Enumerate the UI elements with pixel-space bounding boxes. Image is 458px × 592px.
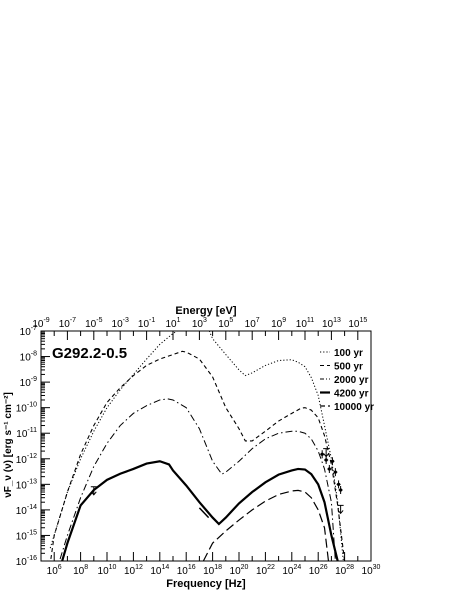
- y-tick-label: 10-9: [20, 376, 37, 389]
- x-tick-label: 1016: [177, 564, 196, 577]
- top-tick-label: 109: [271, 317, 286, 330]
- series-line-2: [59, 398, 336, 561]
- top-axis: 10-9 10-7 10-5 10-3 10-1 101 103 105 107 109 1011 1…: [32, 317, 372, 340]
- top-tick-label: 1013: [322, 317, 341, 330]
- y-axis-label: νF_ν (ν) [erg s⁻¹ cm⁻²]: [3, 392, 14, 498]
- y-tick-label: 10-15: [16, 529, 37, 542]
- upper-limit-0: [90, 486, 97, 496]
- top-tick-label: 10-7: [59, 317, 76, 330]
- legend-label-1: 500 yr: [334, 362, 363, 373]
- y-tick-label: 10-10: [16, 402, 37, 415]
- top-tick-label: 1011: [296, 317, 314, 330]
- upper-limit-2: [337, 504, 344, 515]
- legend: 100 yr 500 yr 2000 yr 4200 yr 10000 yr: [320, 348, 374, 413]
- y-tick-label: 10-8: [20, 351, 37, 364]
- x-tick-label: 1024: [282, 564, 301, 577]
- x-tick-label: 1010: [98, 564, 117, 577]
- top-tick-label: 1015: [348, 317, 367, 330]
- top-tick-label: 101: [165, 317, 180, 330]
- top-tick-label: 105: [218, 317, 233, 330]
- x-tick-label: 1012: [124, 564, 143, 577]
- x-tick-label: 1022: [256, 564, 275, 577]
- legend-label-4: 10000 yr: [334, 402, 374, 413]
- top-tick-label: 10-9: [32, 317, 49, 330]
- top-tick-label: 10-1: [138, 317, 155, 330]
- gamma-marker-6: [339, 488, 343, 492]
- y-tick-label: 10-11: [16, 427, 37, 440]
- series-line-3: [61, 460, 339, 561]
- legend-label-2: 2000 yr: [334, 375, 369, 386]
- x-tick-label: 1026: [309, 564, 328, 577]
- x-tick-label: 108: [73, 564, 88, 577]
- bottom-axis: 106 108 1010 1012 1014 1016 1018 1020 1022 1024 10…: [40, 552, 381, 577]
- plot-frame: [40, 330, 372, 562]
- x-tick-label: 1014: [150, 564, 169, 577]
- left-axis: 10-7 10-8 10-9 10-10 10-11 10-12 10-13 10-14 10-…: [16, 325, 50, 568]
- gamma-marker-4: [333, 470, 337, 474]
- x-tick-label: 1020: [230, 564, 249, 577]
- x-tick-label: 1018: [203, 564, 222, 577]
- legend-label-0: 100 yr: [334, 348, 363, 359]
- top-tick-label: 107: [245, 317, 260, 330]
- chart-title: G292.2-0.5: [52, 345, 127, 362]
- observations-layer: [90, 448, 344, 519]
- xray-bowtie: [198, 507, 210, 519]
- x-axis-label: Frequency [Hz]: [166, 578, 246, 590]
- gamma-marker-0: [320, 452, 324, 456]
- gamma-marker-5: [336, 482, 341, 486]
- top-axis-label: Energy [eV]: [175, 305, 236, 317]
- top-tick-label: 103: [192, 317, 207, 330]
- x-tick-label: 1028: [335, 564, 354, 577]
- y-tick-label: 10-16: [16, 555, 37, 568]
- y-tick-label: 10-13: [16, 478, 37, 491]
- y-tick-label: 10-12: [16, 453, 37, 466]
- y-tick-label: 10-7: [20, 325, 37, 338]
- gamma-marker-2: [327, 467, 331, 471]
- y-tick-label: 10-14: [16, 504, 37, 517]
- gamma-marker-1: [324, 458, 328, 462]
- series-line-4: [202, 489, 330, 561]
- series-line-0: [49, 331, 344, 561]
- x-tick-label: 1030: [362, 564, 381, 577]
- legend-label-3: 4200 yr: [334, 389, 369, 400]
- series-line-1: [50, 350, 346, 561]
- top-tick-label: 10-5: [85, 317, 102, 330]
- x-tick-label: 106: [47, 564, 62, 577]
- top-tick-label: 10-3: [112, 317, 129, 330]
- curves-layer: [49, 331, 346, 561]
- gamma-marker-3: [330, 459, 335, 463]
